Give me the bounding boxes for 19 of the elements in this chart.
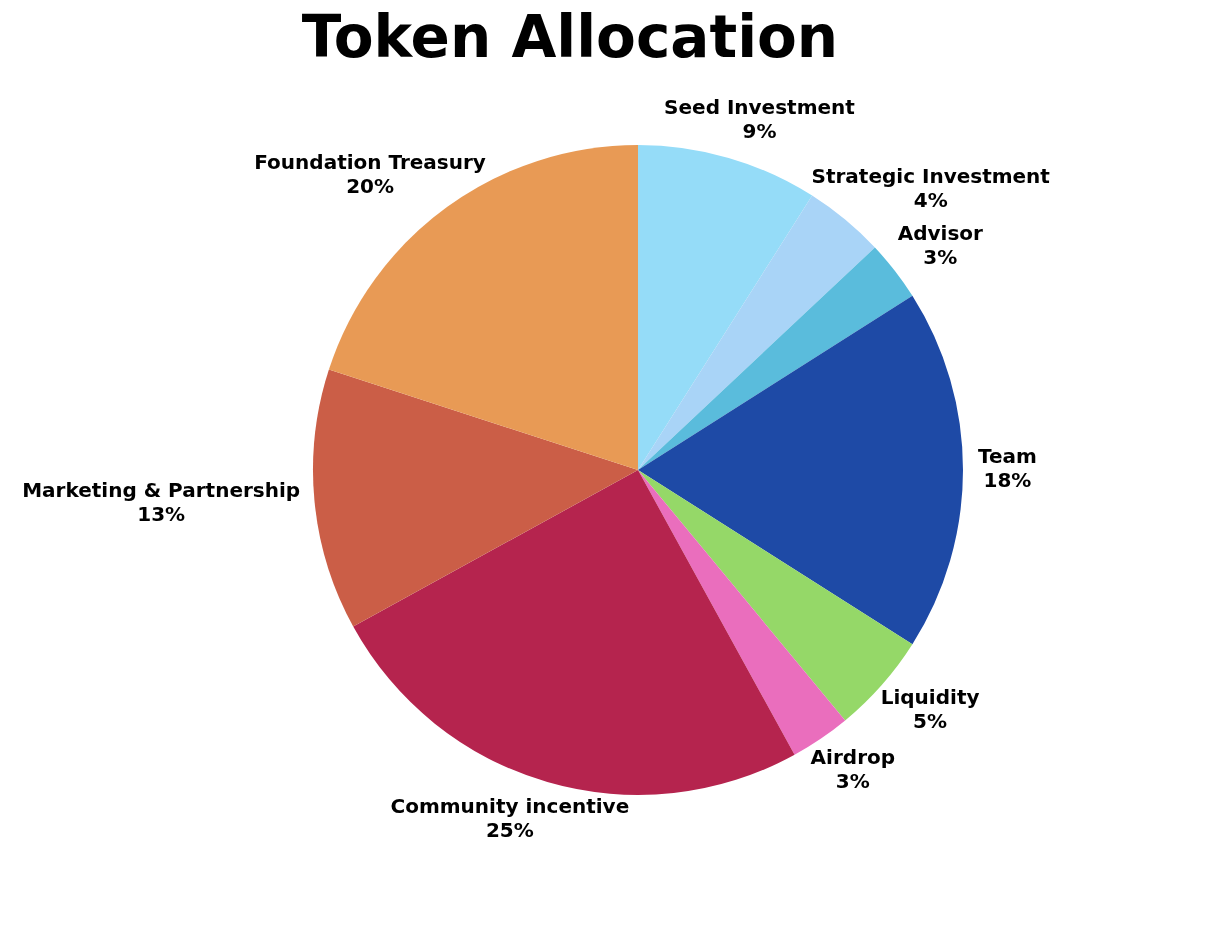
data-label: 3%	[835, 769, 870, 794]
data-label: 20%	[346, 173, 395, 198]
chart-title: Token Allocation	[301, 3, 839, 72]
slice-label: Seed Investment	[664, 94, 856, 119]
data-label: 9%	[742, 118, 777, 143]
slice-label: Airdrop	[810, 745, 896, 770]
data-label: 13%	[137, 502, 186, 527]
data-label: 18%	[983, 468, 1032, 493]
slice-label: Team	[978, 444, 1037, 469]
slice-label: Strategic Investment	[811, 163, 1051, 188]
slice-label: Marketing & Partnership	[22, 478, 301, 503]
data-label: 25%	[485, 817, 534, 842]
data-label: 3%	[923, 245, 958, 270]
data-label: 5%	[913, 708, 948, 733]
slice-label: Advisor	[897, 221, 984, 246]
slice-label: Liquidity	[880, 684, 980, 709]
data-label: 4%	[913, 187, 948, 212]
slice-label: Foundation Treasury	[254, 149, 486, 174]
slice-label: Community incentive	[390, 793, 630, 818]
